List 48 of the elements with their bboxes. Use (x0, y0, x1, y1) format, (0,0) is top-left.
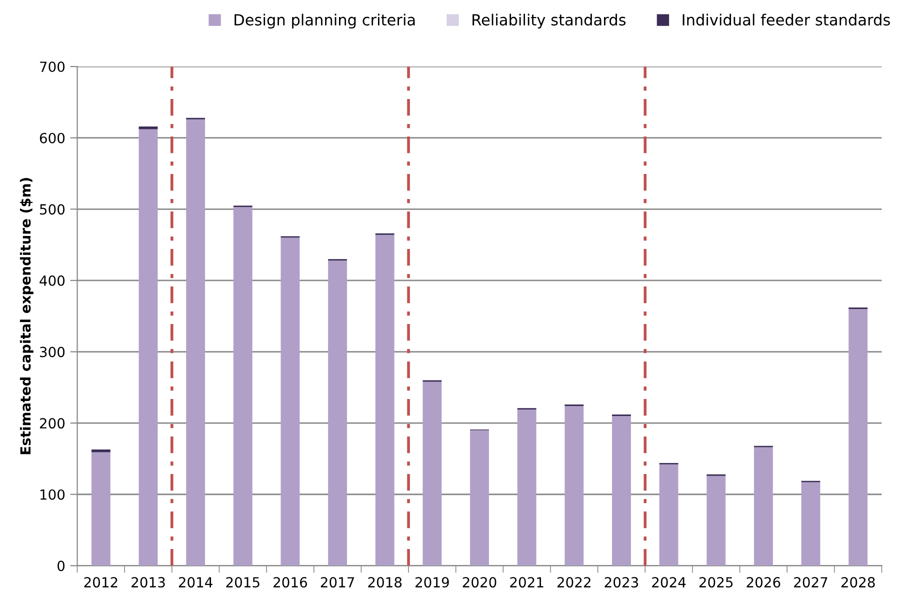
bar (186, 119, 206, 566)
x-tick-label: 2021 (510, 577, 544, 588)
x-tick-label: 2016 (274, 577, 308, 588)
x-tick-label: 2012 (84, 577, 118, 588)
legend-label: Reliability standards (472, 14, 626, 29)
x-tick-label: 2027 (794, 577, 828, 588)
y-tick-label: 400 (40, 275, 65, 286)
bar (517, 410, 536, 566)
x-tick-label: 2022 (557, 577, 590, 588)
bar (706, 476, 726, 566)
bar (801, 482, 820, 566)
y-tick-label: 300 (40, 346, 65, 358)
legend-label: Design planning criteria (234, 14, 415, 29)
y-tick-label: 100 (40, 489, 65, 500)
bar (280, 238, 300, 566)
bar (659, 464, 678, 566)
bar (375, 234, 394, 566)
bar (138, 126, 158, 130)
x-tick-label: 2019 (416, 577, 449, 588)
y-tick-label: 500 (40, 204, 65, 215)
x-tick-label: 2024 (652, 577, 686, 588)
y-axis-title: Estimated capital expenditure ($m) (20, 178, 34, 454)
y-tick-label: 200 (40, 418, 65, 429)
bar (470, 430, 489, 566)
y-tick-label: 0 (58, 560, 65, 572)
bar (564, 406, 584, 566)
bar (233, 207, 252, 566)
bar (612, 416, 631, 566)
bar (848, 308, 868, 566)
x-tick-label: 2013 (132, 577, 165, 588)
x-tick-label: 2017 (320, 577, 354, 588)
x-tick-label: 2025 (699, 577, 733, 588)
x-tick-label: 2018 (368, 577, 402, 588)
bar (91, 449, 110, 452)
y-tick-label: 700 (40, 62, 65, 72)
x-tick-label: 2026 (746, 577, 780, 588)
y-tick-label: 600 (40, 132, 65, 144)
x-tick-label: 2023 (604, 577, 638, 588)
bar (422, 382, 442, 566)
bar (91, 452, 110, 566)
bar (328, 260, 347, 566)
legend-label: Individual feeder standards (682, 14, 890, 26)
x-tick-label: 2014 (178, 577, 212, 588)
x-tick-label: 2015 (226, 577, 260, 588)
x-tick-label: 2020 (462, 577, 496, 588)
bar (138, 129, 158, 566)
bar (754, 447, 773, 566)
x-tick-label: 2028 (841, 577, 875, 588)
